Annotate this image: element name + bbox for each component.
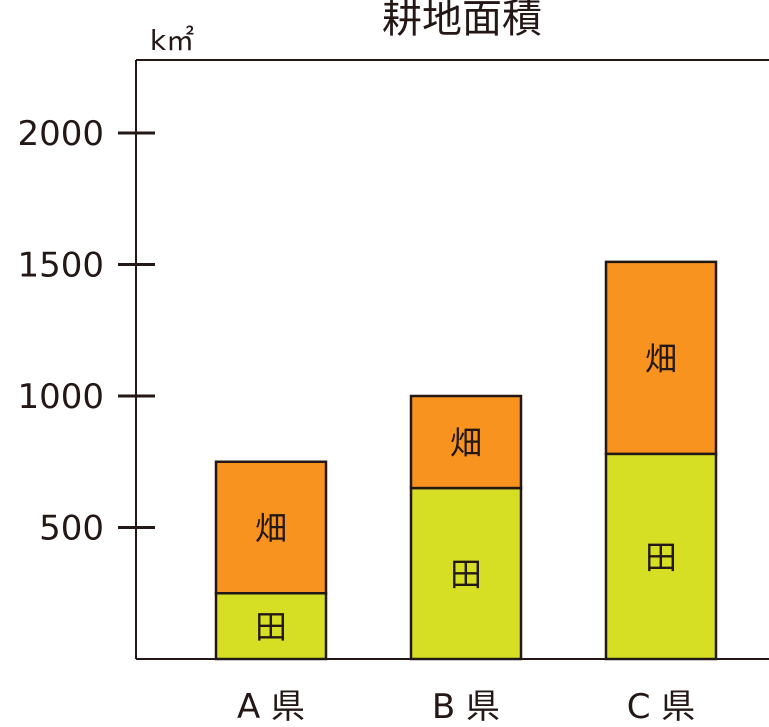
bar-segment-ta <box>409 486 523 661</box>
y-tick-label: 1500 <box>17 246 104 286</box>
y-tick-label: 2000 <box>17 114 104 154</box>
y-axis: 500 1000 1500 2000 <box>17 114 155 549</box>
bar-segment-label: 田 <box>645 538 677 576</box>
bar-segment-hata <box>604 260 718 456</box>
y-axis-unit: k㎡ <box>150 24 194 57</box>
bar-segment-label: 畑 <box>450 424 482 462</box>
bar-segment-label: 畑 <box>645 340 677 378</box>
bar-segment-label: 田 <box>450 556 482 594</box>
y-tick-label: 1000 <box>17 377 104 417</box>
bars: 田 畑田 畑田 畑 <box>214 260 718 661</box>
x-tick-label: B 県 <box>432 687 500 727</box>
bar-segment-label: 田 <box>255 608 287 646</box>
x-tick-label: A 県 <box>237 687 305 727</box>
chart-title: 耕地面積 <box>382 0 542 42</box>
x-tick-label: C 県 <box>627 687 696 727</box>
bar-segment-hata <box>409 394 523 490</box>
bar-segment-hata <box>214 460 328 595</box>
y-tick-label: 500 <box>39 509 104 549</box>
bar-segment-ta <box>214 592 328 661</box>
bar-segment-label: 畑 <box>255 510 287 548</box>
bar-segment-ta <box>604 452 718 661</box>
